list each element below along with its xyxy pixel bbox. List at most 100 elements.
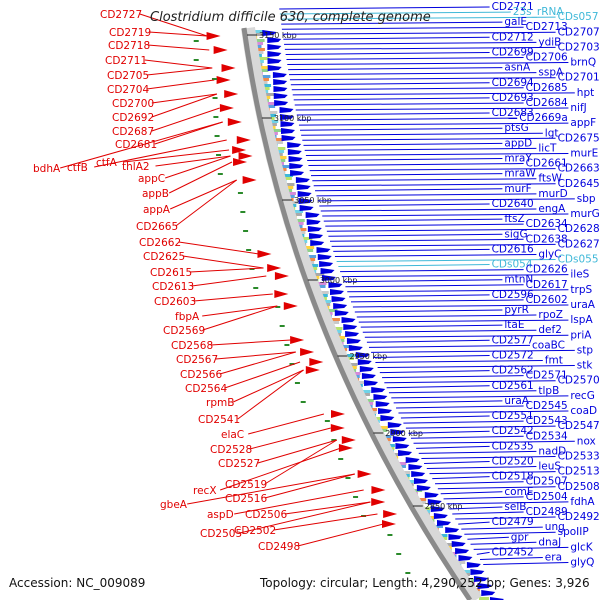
right-leader-line xyxy=(483,562,569,565)
left-leader-line xyxy=(168,161,233,194)
right-leader-line xyxy=(338,264,490,268)
reverse-arrow xyxy=(414,478,429,484)
reverse-arrow xyxy=(481,590,496,596)
feature-band xyxy=(261,69,269,72)
reverse-arrow xyxy=(321,275,336,281)
reverse-arrow xyxy=(279,107,294,113)
right-leader-line xyxy=(320,208,537,212)
right-leader-line xyxy=(410,435,524,439)
feature-band xyxy=(264,90,269,93)
left-gene-label: CD2566 xyxy=(180,369,222,381)
right-leader-line xyxy=(313,183,556,187)
right-leader-line xyxy=(384,380,556,384)
left-leader-line xyxy=(147,44,210,51)
right-leader-line xyxy=(356,314,537,318)
left-leader-line xyxy=(182,255,264,269)
reverse-arrow xyxy=(373,394,388,400)
feature-band xyxy=(308,258,316,261)
left-gene-label: CD2527 xyxy=(218,458,260,470)
right-leader-line xyxy=(446,501,569,505)
forward-arrow xyxy=(232,146,247,154)
right-leader-line xyxy=(309,168,556,172)
right-leader-line xyxy=(330,238,524,242)
right-leader-line xyxy=(435,481,524,485)
reverse-arrow xyxy=(343,324,358,330)
left-leader-line xyxy=(178,241,259,255)
left-leader-line xyxy=(151,107,220,132)
right-gene-label: CD2572 xyxy=(492,349,534,361)
feature-band xyxy=(259,66,270,69)
reverse-arrow xyxy=(405,457,420,463)
left-gene-label: CD2603 xyxy=(154,296,196,308)
right-leader-line xyxy=(290,82,490,86)
right-leader-line xyxy=(360,324,503,328)
gc-tick xyxy=(211,78,217,80)
reverse-arrow xyxy=(473,576,488,582)
reverse-arrow xyxy=(289,163,304,169)
left-leader-line xyxy=(297,523,384,547)
reverse-strand-arrows xyxy=(262,30,504,600)
right-gene-label: CD2571 xyxy=(526,370,568,382)
feature-band xyxy=(336,333,341,336)
right-leader-line xyxy=(297,117,518,121)
feature-band xyxy=(296,228,307,231)
right-gene-label: CD2551 xyxy=(492,410,534,422)
right-leader-line xyxy=(280,16,556,20)
left-gene-label: CD2568 xyxy=(171,340,213,352)
right-leader-line xyxy=(371,349,575,353)
right-gene-label: priA xyxy=(570,329,592,341)
forward-arrow xyxy=(330,424,345,432)
feature-band xyxy=(366,402,374,405)
left-gene-label: CD2564 xyxy=(185,383,227,395)
reverse-arrow xyxy=(299,205,314,211)
right-leader-line xyxy=(386,385,490,389)
feature-band xyxy=(259,57,270,60)
right-leader-line xyxy=(293,97,490,101)
feature-band xyxy=(284,177,292,180)
forward-arrow xyxy=(383,510,398,518)
kbp-marker-label: 2850 kbp xyxy=(425,502,463,511)
feature-band xyxy=(288,189,293,192)
right-leader-line xyxy=(317,198,575,202)
feature-band xyxy=(284,183,295,186)
reverse-arrow xyxy=(427,499,442,505)
reverse-arrow xyxy=(341,317,356,323)
right-gene-label: CD2543 xyxy=(526,415,568,427)
right-leader-line xyxy=(285,51,490,55)
reverse-arrow xyxy=(279,114,294,120)
right-gene-label: era xyxy=(545,551,562,563)
reverse-arrow xyxy=(296,184,311,190)
right-leader-line xyxy=(316,193,537,197)
feature-band xyxy=(314,273,325,276)
right-leader-line xyxy=(470,541,537,545)
left-leader-line xyxy=(232,369,304,403)
right-gene-label: CD2533 xyxy=(558,450,600,462)
feature-band xyxy=(263,81,268,84)
feature-band xyxy=(268,114,276,117)
right-gene-label: CD2675 xyxy=(558,132,600,144)
right-leader-line xyxy=(323,218,503,222)
reverse-arrow xyxy=(310,240,325,246)
left-leader-line xyxy=(187,473,355,505)
right-leader-line xyxy=(403,420,524,424)
left-gene-label: CD2506 xyxy=(245,509,287,521)
right-leader-line xyxy=(326,228,556,232)
right-gene-label: glyQ xyxy=(570,557,594,569)
right-leader-line xyxy=(315,188,503,192)
feature-band xyxy=(263,96,271,99)
left-leader-line xyxy=(193,293,273,302)
forward-strand-arrows xyxy=(206,32,398,528)
right-gene-label: uraA xyxy=(504,395,529,407)
right-gene-label: appD xyxy=(504,137,532,149)
left-gene-label: CD2705 xyxy=(107,70,149,82)
right-leader-line xyxy=(352,304,569,308)
right-leader-line xyxy=(302,137,556,141)
right-leader-line xyxy=(400,415,490,419)
right-leader-line xyxy=(283,36,490,40)
right-leader-line xyxy=(319,203,490,207)
gc-tick xyxy=(253,287,259,289)
feature-band xyxy=(287,195,295,198)
right-leader-line xyxy=(476,551,490,555)
right-gene-label: dnaJ xyxy=(538,536,561,548)
